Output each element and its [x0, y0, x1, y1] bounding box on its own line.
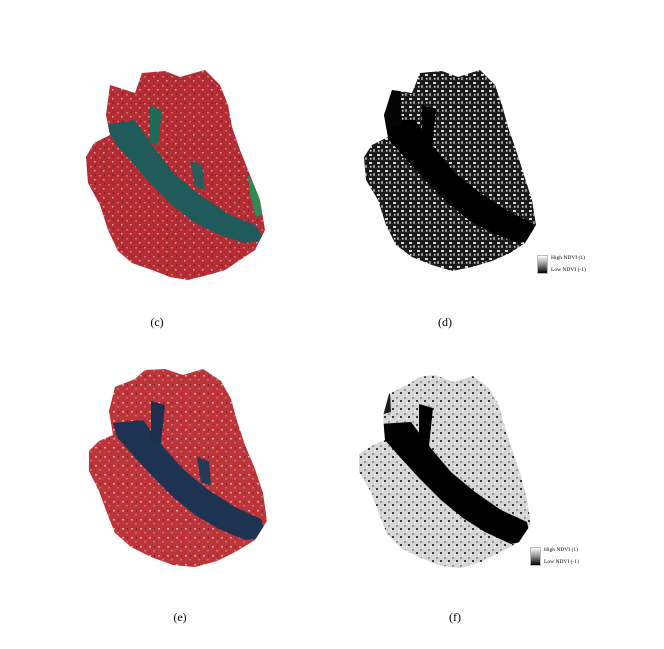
river-arm	[150, 105, 162, 145]
legend-low-label: Low NDVI (-1)	[544, 559, 579, 565]
map-panel-e	[85, 365, 270, 570]
ndvi-colorbar	[537, 255, 548, 274]
caption-f: (f)	[449, 610, 461, 624]
ndvi-map-f	[359, 375, 531, 568]
caption-e: (e)	[173, 610, 187, 624]
river-arm	[151, 401, 165, 443]
reservoir	[113, 420, 267, 540]
caption-c: (c)	[150, 315, 164, 329]
reservoir	[105, 120, 265, 243]
map-panel-f	[355, 372, 535, 577]
legend-low-label: Low NDVI (-1)	[551, 267, 586, 273]
map-d-land	[364, 70, 536, 271]
map-panel-d	[360, 65, 540, 280]
ndvi-legend-d: High NDVI (1) Low NDVI (-1)	[537, 255, 586, 274]
false-color-map-c	[86, 70, 265, 280]
map-c-land	[86, 70, 265, 280]
map-e-land	[89, 369, 267, 567]
ndvi-legend-f: High NDVI (1) Low NDVI (-1)	[530, 547, 579, 566]
legend-high-label: High NDVI (1)	[544, 547, 578, 553]
false-color-map-e	[89, 369, 267, 567]
map-panel-c	[80, 65, 280, 290]
map-f-land	[359, 375, 531, 568]
ndvi-map-d	[364, 70, 536, 271]
legend-high-label: High NDVI (1)	[551, 255, 585, 261]
caption-d: (d)	[438, 315, 452, 329]
ndvi-colorbar	[530, 547, 541, 566]
